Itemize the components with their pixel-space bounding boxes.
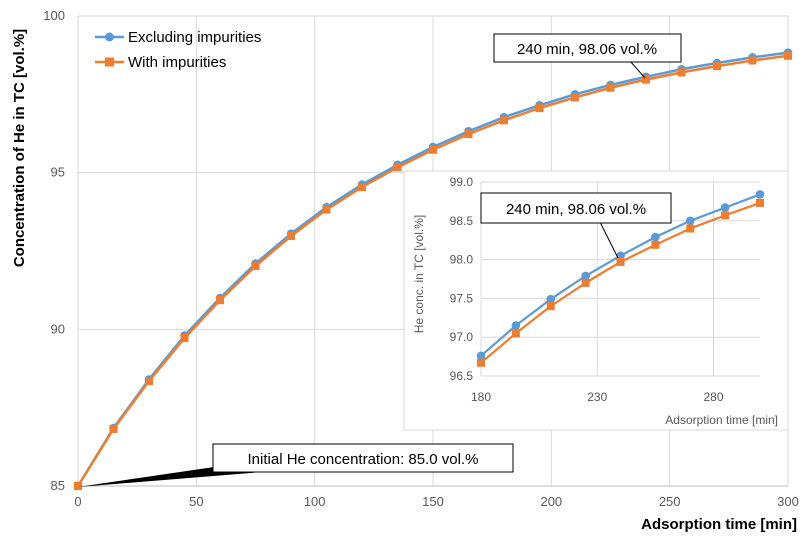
initial-callout: Initial He concentration: 85.0 vol.% <box>78 443 514 487</box>
main-point-with <box>251 262 260 271</box>
legend-label-with: With impurities <box>128 54 226 71</box>
main-point-with <box>74 482 82 490</box>
inset-point-excluding <box>511 321 521 330</box>
main-x-tick-label: 200 <box>540 494 562 509</box>
main-point-with <box>287 231 295 240</box>
inset-y-tick-label: 97.0 <box>450 330 474 344</box>
inset-point-excluding <box>651 232 660 242</box>
legend: Excluding impurities With impurities <box>95 29 261 71</box>
main-point-with <box>748 56 757 65</box>
main-point-with <box>216 296 224 305</box>
inset-point-excluding <box>720 203 730 212</box>
x-axis-title: Adsorption time [min] <box>641 516 797 533</box>
main-y-tick-label: 100 <box>43 8 65 23</box>
main-point-with <box>322 205 331 214</box>
inset-point-with <box>616 257 625 266</box>
main-point-with <box>535 104 544 113</box>
main-callout-240-leader <box>629 60 646 79</box>
inset-point-with <box>511 329 520 338</box>
main-point-with <box>642 75 650 84</box>
main-x-tick-label: 300 <box>777 494 799 509</box>
inset-point-excluding <box>616 251 625 261</box>
inset-y-tick-label: 98.5 <box>450 214 474 228</box>
main-callout-240: 240 min, 98.06 vol.% <box>493 33 682 79</box>
main-point-with <box>606 83 615 92</box>
main-y-tick-label: 95 <box>51 165 65 180</box>
inset-callout-240-box <box>480 192 672 224</box>
inset-y-tick-label: 99.0 <box>450 175 474 189</box>
inset-series-layer <box>476 190 765 367</box>
legend-marker-with <box>105 57 114 67</box>
initial-callout-box <box>212 443 514 473</box>
main-x-tick-label: 100 <box>304 494 326 509</box>
inset-point-with <box>686 224 695 233</box>
inset-y-tick-label: 98.0 <box>450 253 474 267</box>
inset-x-tick-label: 280 <box>703 390 723 404</box>
main-point-with <box>145 377 153 386</box>
main-point-with <box>358 183 366 192</box>
main-y-tick-label: 90 <box>51 321 65 336</box>
main-tick-labels: 85 90 95 100 0 50 100 150 200 250 300 <box>43 8 799 509</box>
inset-point-excluding <box>546 294 556 304</box>
y-axis-title: Concentration of He in TC [vol.%] <box>11 29 28 267</box>
inset-callout-240-text: 240 min, 98.06 vol.% <box>506 201 646 218</box>
main-point-with <box>464 130 473 139</box>
inset-y-tick-label: 97.5 <box>450 291 474 305</box>
inset-point-with <box>581 278 590 287</box>
inset-point-with <box>756 198 764 207</box>
inset-point-with <box>546 302 555 311</box>
inset-point-with <box>651 240 660 249</box>
inset-panel: 96.5 97.0 97.5 98.0 98.5 99.0 180 230 280 Adsorp… <box>403 170 789 431</box>
main-callout-240-text: 240 min, 98.06 vol.% <box>517 41 657 58</box>
main-x-tick-label: 50 <box>189 494 203 509</box>
main-x-tick-label: 150 <box>422 494 444 509</box>
inset-point-excluding <box>476 351 486 361</box>
main-point-with <box>677 68 686 77</box>
inset-x-tick-label: 230 <box>587 390 607 404</box>
main-y-tick-label: 85 <box>51 478 65 493</box>
inset-x-axis-title: Adsorption time [min] <box>665 413 778 427</box>
main-point-with <box>180 334 189 343</box>
inset-point-excluding <box>581 271 590 281</box>
main-point-with <box>784 51 792 60</box>
inset-point-with <box>721 211 730 220</box>
inset-point-excluding <box>685 216 695 226</box>
main-point-with <box>571 93 579 102</box>
main-series-layer <box>73 48 793 491</box>
inset-y-axis-title: He conc. in TC [vol.%] <box>412 215 426 334</box>
inset-callout-240-leader <box>599 221 619 259</box>
main-point-with <box>429 145 437 154</box>
main-x-tick-label: 250 <box>659 494 681 509</box>
main-point-with <box>393 163 402 172</box>
inset-x-tick-label: 180 <box>471 390 491 404</box>
main-callout-240-box <box>493 33 682 63</box>
main-point-with <box>500 116 508 125</box>
inset-y-tick-label: 96.5 <box>450 369 474 383</box>
legend-label-excluding: Excluding impurities <box>128 29 261 46</box>
main-point-with <box>713 62 721 71</box>
inset-point-with <box>477 358 485 367</box>
inset-point-excluding <box>755 190 765 199</box>
inset-tick-labels: 96.5 97.0 97.5 98.0 98.5 99.0 180 230 280 <box>450 175 724 404</box>
main-x-tick-label: 0 <box>74 494 81 509</box>
initial-callout-text: Initial He concentration: 85.0 vol.% <box>248 451 479 468</box>
legend-marker-excluding <box>105 32 114 42</box>
main-point-with <box>109 424 118 433</box>
